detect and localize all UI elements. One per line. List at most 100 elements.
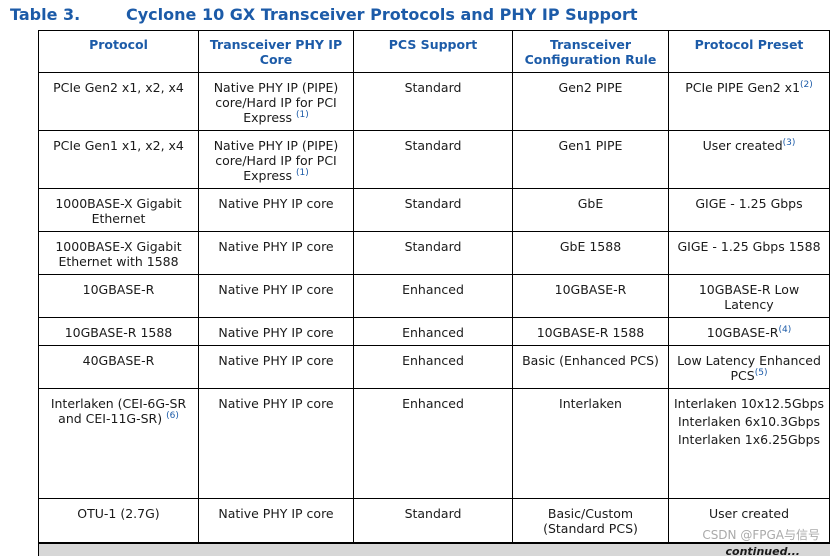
cell-protocol-preset: Low Latency Enhanced PCS(5) [668,345,830,389]
table-row: 10GBASE-R 1588 Native PHY IP core Enhanced… [38,317,830,346]
cell-configuration-rule: Gen2 PIPE [512,72,669,131]
cell-configuration-rule-text: Gen2 PIPE [558,80,623,95]
cell-protocol: 40GBASE-R [38,345,199,389]
table-row: Interlaken (CEI-6G-SR and CEI-11G-SR) (6… [38,388,830,499]
footnote-ref[interactable]: (2) [800,79,813,90]
cell-pcs-support-text: Enhanced [402,282,464,297]
cell-protocol: 10GBASE-R 1588 [38,317,199,346]
cell-pcs-support-text: Enhanced [402,353,464,368]
cell-configuration-rule-text: GbE 1588 [559,239,622,254]
table-body: PCIe Gen2 x1, x2, x4 Native PHY IP (PIPE)… [38,72,830,543]
cell-pcs-support: Enhanced [353,345,513,389]
protocols-table: Protocol Transceiver PHY IP Core PCS Sup… [38,30,830,543]
cell-pcs-support-text: Standard [404,80,462,95]
cell-configuration-rule-text: Gen1 PIPE [558,138,623,153]
cell-configuration-rule-text: Basic (Enhanced PCS) [522,353,659,368]
preset-text: 10GBASE-R Low Latency [698,282,800,312]
cell-phy-ip-core-text: Native PHY IP (PIPE) core/Hard IP for PC… [213,138,339,183]
preset-text: Low Latency Enhanced PCS [677,353,821,383]
table-title: Cyclone 10 GX Transceiver Protocols and … [126,5,638,24]
footnote-ref[interactable]: (6) [166,410,179,421]
header-protocol-preset: Protocol Preset [668,30,830,73]
footnote-ref[interactable]: (4) [778,324,792,335]
cell-protocol: Interlaken (CEI-6G-SR and CEI-11G-SR) (6… [38,388,199,499]
cell-phy-ip-core: Native PHY IP core [198,388,354,499]
header-protocol: Protocol [38,30,199,73]
cell-configuration-rule: GbE 1588 [512,231,669,275]
cell-protocol-text: 1000BASE-X Gigabit Ethernet with 1588 [55,239,182,269]
table-continued-bar: continued... [38,543,830,558]
cell-protocol-preset: 10GBASE-R Low Latency [668,274,830,318]
cell-configuration-rule-text: Interlaken [559,396,622,411]
cell-protocol-text: Interlaken (CEI-6G-SR and CEI-11G-SR) [50,396,187,426]
header-phy-ip-core: Transceiver PHY IP Core [198,30,354,73]
continued-label: continued... [725,545,800,558]
cell-protocol-preset: Interlaken 10x12.5Gbps Interlaken 6x10.3G… [668,388,830,499]
cell-pcs-support-text: Enhanced [402,396,464,411]
cell-protocol-text: 40GBASE-R [82,353,155,368]
cell-configuration-rule-text: GbE [577,196,604,211]
cell-pcs-support-text: Standard [404,239,462,254]
cell-configuration-rule-text: 10GBASE-R [554,282,627,297]
footnote-ref[interactable]: (5) [754,367,768,378]
cell-phy-ip-core: Native PHY IP (PIPE) core/Hard IP for PC… [198,130,354,189]
cell-pcs-support: Enhanced [353,317,513,346]
cell-protocol-text: PCIe Gen1 x1, x2, x4 [53,138,184,153]
cell-configuration-rule: Interlaken [512,388,669,499]
cell-phy-ip-core: Native PHY IP core [198,231,354,275]
table-row: 40GBASE-R Native PHY IP core Enhanced Basic… [38,345,830,389]
table-row: OTU-1 (2.7G) Native PHY IP core Standard Ba… [38,498,830,543]
table-row: 1000BASE-X Gigabit Ethernet Native PHY IP… [38,188,830,232]
cell-phy-ip-core: Native PHY IP core [198,498,354,543]
header-configuration-rule: Transceiver Configuration Rule [512,30,669,73]
cell-protocol-text: 10GBASE-R 1588 [64,325,173,340]
cell-configuration-rule: GbE [512,188,669,232]
preset-text: GIGE - 1.25 Gbps 1588 [677,239,821,254]
preset-text: Interlaken 10x12.5Gbps [673,396,825,411]
footnote-ref[interactable]: (3) [782,137,796,148]
cell-configuration-rule: 10GBASE-R [512,274,669,318]
preset-text: User created [708,506,790,521]
cell-pcs-support: Standard [353,498,513,543]
cell-phy-ip-core-text: Native PHY IP core [218,396,334,411]
cell-phy-ip-core: Native PHY IP core [198,317,354,346]
cell-phy-ip-core-text: Native PHY IP core [218,239,334,254]
cell-protocol: PCIe Gen1 x1, x2, x4 [38,130,199,189]
cell-configuration-rule-text: 10GBASE-R 1588 [536,325,645,340]
footnote-ref[interactable]: (1) [296,167,309,178]
cell-phy-ip-core-text: Native PHY IP core [218,282,334,297]
cell-protocol-preset: 10GBASE-R(4) [668,317,830,346]
cell-configuration-rule: Basic/Custom (Standard PCS) [512,498,669,543]
cell-pcs-support: Standard [353,188,513,232]
cell-protocol-preset: User created [668,498,830,543]
cell-protocol-preset: PCIe PIPE Gen2 x1(2) [668,72,830,131]
cell-phy-ip-core: Native PHY IP (PIPE) core/Hard IP for PC… [198,72,354,131]
cell-phy-ip-core: Native PHY IP core [198,345,354,389]
cell-pcs-support: Standard [353,72,513,131]
table-number: Table 3. [10,5,81,24]
cell-protocol-text: PCIe Gen2 x1, x2, x4 [53,80,184,95]
watermark: CSDN @FPGA与信号 [702,528,820,542]
cell-phy-ip-core: Native PHY IP core [198,188,354,232]
cell-pcs-support: Enhanced [353,274,513,318]
cell-configuration-rule-text: Basic/Custom (Standard PCS) [543,506,638,536]
preset-text: 10GBASE-R [706,325,779,340]
cell-pcs-support-text: Standard [404,196,462,211]
cell-protocol: 1000BASE-X Gigabit Ethernet with 1588 [38,231,199,275]
table-row: 10GBASE-R Native PHY IP core Enhanced 10GBA… [38,274,830,318]
preset-text: User created [702,138,783,153]
cell-protocol-text: 10GBASE-R [82,282,155,297]
cell-protocol-preset: User created(3) [668,130,830,189]
cell-pcs-support-text: Standard [404,506,462,521]
cell-phy-ip-core: Native PHY IP core [198,274,354,318]
table-row: 1000BASE-X Gigabit Ethernet with 1588 Nat… [38,231,830,275]
cell-phy-ip-core-text: Native PHY IP core [218,506,334,521]
cell-configuration-rule: Gen1 PIPE [512,130,669,189]
footnote-ref[interactable]: (1) [296,109,309,120]
preset-text: PCIe PIPE Gen2 x1 [685,80,801,95]
table-caption: Table 3. Cyclone 10 GX Transceiver Protoc… [10,4,638,26]
cell-protocol: PCIe Gen2 x1, x2, x4 [38,72,199,131]
preset-text: Interlaken 6x10.3Gbps [677,414,821,429]
cell-configuration-rule: Basic (Enhanced PCS) [512,345,669,389]
table-row: PCIe Gen2 x1, x2, x4 Native PHY IP (PIPE)… [38,72,830,131]
